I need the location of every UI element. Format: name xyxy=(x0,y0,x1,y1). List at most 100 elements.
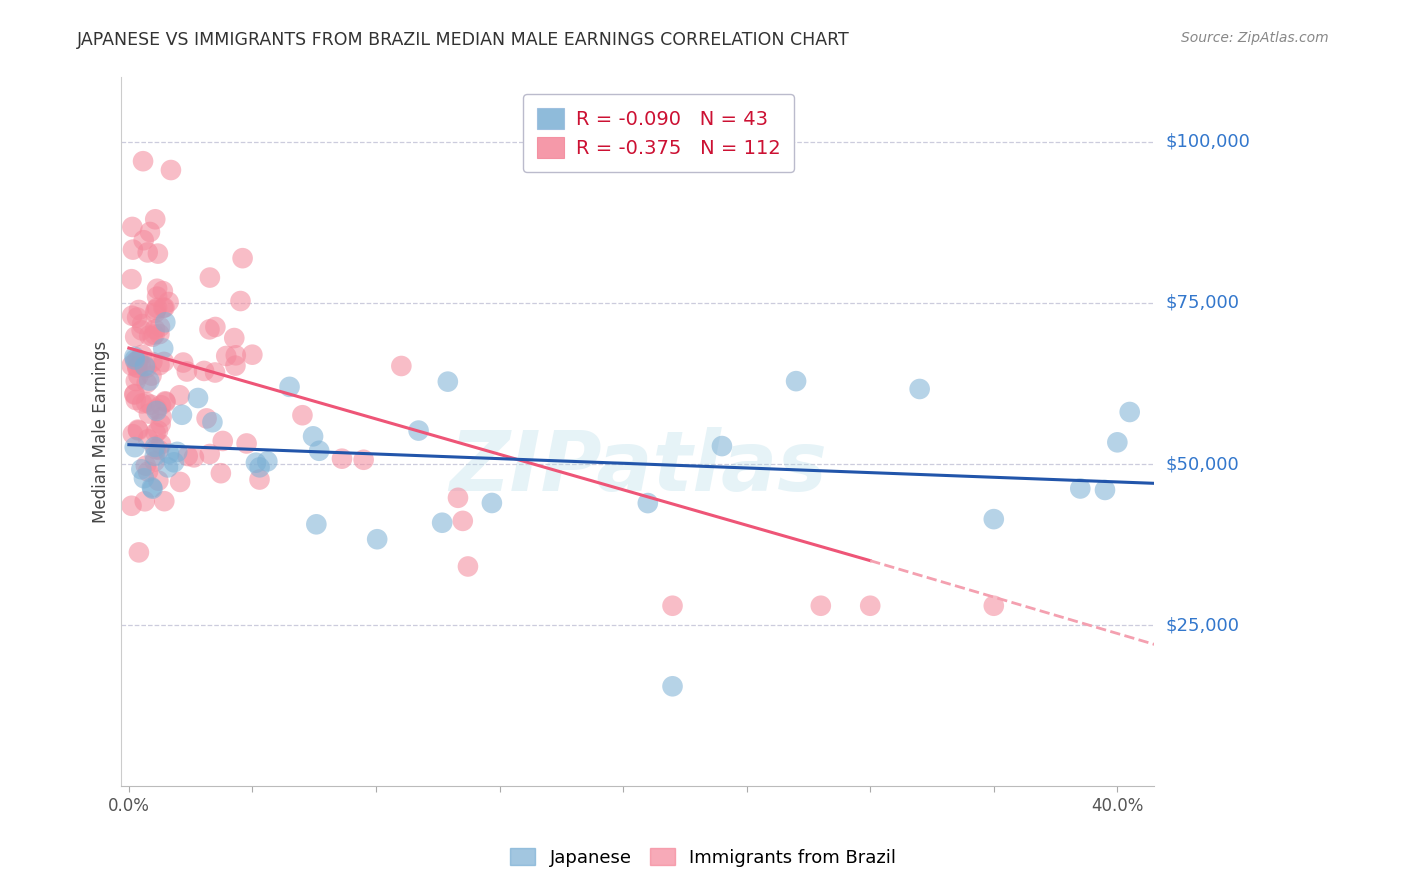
Point xyxy=(256,454,278,468)
Text: JAPANESE VS IMMIGRANTS FROM BRAZIL MEDIAN MALE EARNINGS CORRELATION CHART: JAPANESE VS IMMIGRANTS FROM BRAZIL MEDIA… xyxy=(77,31,851,49)
Point xyxy=(166,445,188,459)
Point xyxy=(149,319,172,334)
Point xyxy=(785,374,807,388)
Point xyxy=(134,494,156,508)
Point xyxy=(183,450,205,465)
Point xyxy=(235,436,257,450)
Point xyxy=(121,219,143,234)
Text: $75,000: $75,000 xyxy=(1166,294,1240,312)
Point xyxy=(142,329,165,343)
Point xyxy=(661,599,683,613)
Point xyxy=(143,440,166,454)
Point xyxy=(308,443,330,458)
Point xyxy=(141,355,163,369)
Point xyxy=(124,350,146,364)
Point xyxy=(302,429,325,443)
Point xyxy=(215,349,238,363)
Point xyxy=(193,364,215,378)
Point xyxy=(124,355,146,369)
Point xyxy=(859,599,882,613)
Point xyxy=(127,353,149,368)
Point xyxy=(163,455,186,469)
Point xyxy=(187,391,209,405)
Point xyxy=(125,374,148,388)
Point xyxy=(153,355,176,369)
Point xyxy=(366,533,388,547)
Point xyxy=(245,456,267,470)
Point xyxy=(169,475,191,489)
Point xyxy=(131,323,153,337)
Point xyxy=(127,423,149,437)
Point xyxy=(143,306,166,320)
Point xyxy=(135,458,157,473)
Point xyxy=(152,342,174,356)
Point xyxy=(157,447,180,461)
Point xyxy=(152,284,174,298)
Point xyxy=(160,163,183,178)
Point xyxy=(136,465,159,479)
Point xyxy=(146,290,169,304)
Point xyxy=(447,491,470,505)
Point xyxy=(143,212,166,227)
Point xyxy=(143,449,166,463)
Point xyxy=(249,460,271,475)
Point xyxy=(278,380,301,394)
Point xyxy=(127,360,149,375)
Point xyxy=(457,559,479,574)
Point xyxy=(142,482,165,496)
Point xyxy=(128,353,150,368)
Point xyxy=(141,368,163,383)
Point xyxy=(148,358,170,372)
Point xyxy=(198,270,221,285)
Point xyxy=(122,243,145,257)
Point xyxy=(232,251,254,265)
Point xyxy=(983,599,1005,613)
Point xyxy=(408,424,430,438)
Point xyxy=(139,225,162,239)
Point xyxy=(249,473,271,487)
Point xyxy=(132,233,155,247)
Point xyxy=(124,387,146,401)
Point xyxy=(131,396,153,410)
Point xyxy=(155,394,177,409)
Point xyxy=(224,331,246,345)
Point xyxy=(150,410,173,425)
Point xyxy=(155,395,177,409)
Point xyxy=(124,352,146,367)
Point xyxy=(145,302,167,317)
Legend: R = -0.090   N = 43, R = -0.375   N = 112: R = -0.090 N = 43, R = -0.375 N = 112 xyxy=(523,95,794,171)
Point xyxy=(195,411,218,425)
Point xyxy=(437,375,460,389)
Point xyxy=(1107,435,1129,450)
Point xyxy=(204,366,226,380)
Point xyxy=(389,359,412,373)
Point xyxy=(134,359,156,374)
Point xyxy=(1069,482,1091,496)
Point xyxy=(170,408,193,422)
Point xyxy=(121,272,143,286)
Point xyxy=(810,599,832,613)
Point xyxy=(146,246,169,260)
Point xyxy=(198,447,221,461)
Point xyxy=(121,499,143,513)
Point xyxy=(229,293,252,308)
Point xyxy=(330,451,353,466)
Point xyxy=(143,327,166,342)
Point xyxy=(177,449,200,463)
Point xyxy=(132,154,155,169)
Point xyxy=(661,679,683,693)
Point xyxy=(136,432,159,446)
Point xyxy=(149,417,172,431)
Point xyxy=(224,359,246,373)
Point xyxy=(121,309,143,323)
Point xyxy=(122,427,145,442)
Point xyxy=(145,404,167,418)
Y-axis label: Median Male Earnings: Median Male Earnings xyxy=(93,341,110,523)
Point xyxy=(198,322,221,336)
Point xyxy=(145,442,167,457)
Point xyxy=(127,360,149,375)
Point xyxy=(138,407,160,421)
Point xyxy=(125,392,148,407)
Point xyxy=(172,355,194,369)
Point xyxy=(131,317,153,331)
